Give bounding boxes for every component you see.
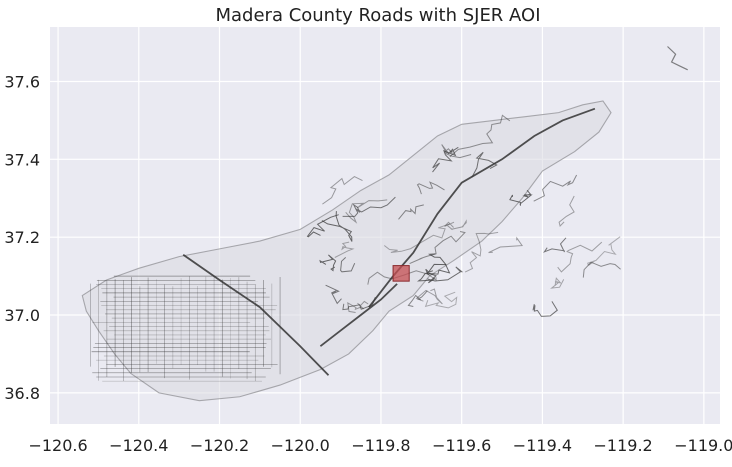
mountain-road — [325, 284, 342, 305]
county-road-density — [81, 100, 612, 402]
x-tick-label: −120.2 — [190, 436, 249, 455]
x-tick-label: −119.6 — [432, 436, 491, 455]
mountain-road — [415, 288, 443, 305]
x-tick-label: −119.8 — [351, 436, 410, 455]
mountain-road — [340, 257, 356, 273]
y-tick-label: 37.2 — [4, 228, 40, 247]
mountain-road — [558, 195, 575, 227]
mountain-road — [383, 223, 451, 253]
chart-title: Madera County Roads with SJER AOI — [215, 5, 540, 26]
mountain-road — [425, 253, 451, 275]
x-tick-label: −120.6 — [28, 436, 87, 455]
x-tick-label: −120.0 — [271, 436, 330, 455]
mountain-road — [488, 236, 524, 254]
mountain-road — [407, 290, 428, 307]
x-tick-label: −120.4 — [109, 436, 168, 455]
y-tick-label: 37.0 — [4, 306, 40, 325]
mountain-road — [509, 189, 533, 206]
mountain-road — [322, 176, 363, 205]
mountain-road — [409, 231, 466, 265]
y-tick-label: 37.4 — [4, 150, 40, 169]
mountain-road — [449, 114, 511, 158]
mountain-road — [345, 199, 388, 224]
mountain-road — [416, 181, 445, 195]
mountain-road — [587, 236, 621, 266]
mountain-road — [342, 196, 396, 217]
mountain-road — [347, 300, 369, 313]
mountain-road — [319, 254, 337, 272]
y-axis-ticks: 36.8 37.0 37.2 37.4 37.6 — [4, 72, 40, 402]
mountain-road — [471, 151, 498, 178]
mountain-road — [582, 261, 621, 278]
x-tick-label: −119.2 — [594, 436, 653, 455]
x-axis-ticks: −120.6 −120.4 −120.2 −120.0 −119.8 −119.6 −119… — [28, 436, 732, 455]
isolated-road-segment — [667, 46, 688, 71]
x-tick-label: −119.0 — [674, 436, 732, 455]
sjer-aoi-box — [392, 265, 410, 282]
mountain-road — [441, 144, 472, 159]
mountain-road — [432, 146, 459, 173]
main-road-southern-arc — [319, 283, 398, 347]
mountain-road — [444, 219, 467, 231]
mountain-road — [416, 266, 463, 282]
mountain-road — [557, 241, 603, 273]
mountain-road — [321, 211, 353, 242]
aoi-layer — [392, 265, 410, 282]
mountain-road — [550, 277, 565, 289]
mountain-road — [334, 241, 355, 258]
mountain-road — [464, 231, 499, 273]
y-tick-label: 36.8 — [4, 384, 40, 403]
main-road-diagonal-highway — [182, 253, 330, 376]
x-tick-label: −119.4 — [513, 436, 572, 455]
mountain-road — [424, 291, 458, 309]
county-outline — [81, 100, 612, 402]
mountain-road — [306, 214, 339, 238]
mountain-road — [543, 237, 567, 253]
y-tick-label: 37.6 — [4, 72, 40, 91]
mountain-road — [533, 174, 578, 202]
mountain-road — [532, 301, 558, 317]
mountain-road — [398, 204, 424, 220]
